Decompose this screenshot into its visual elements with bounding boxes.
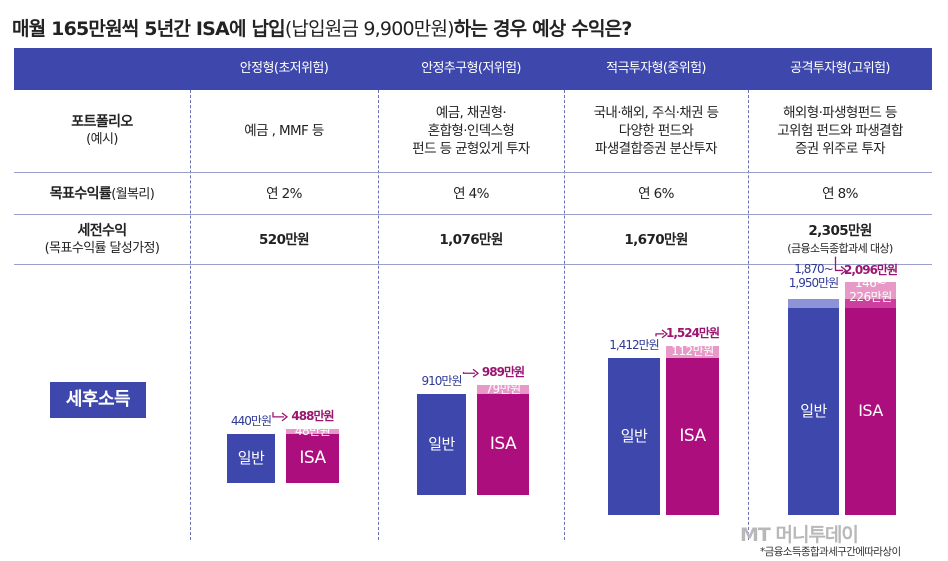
normal-bar [227, 434, 275, 483]
isa-range-bar [845, 298, 896, 308]
isa-bar [477, 394, 529, 495]
increase-arrow [834, 256, 843, 272]
isa-extra-bar [477, 385, 529, 395]
row-divider [14, 214, 932, 215]
isa-value-label: 989만원 [481, 365, 525, 380]
portfolio-line: 예금 , MMF 등 [244, 123, 324, 139]
target-sub: (월복리) [111, 187, 155, 202]
normal-bar-label: 일반 [620, 427, 648, 446]
column-header-3: 적극투자형(중위험) [606, 61, 706, 76]
isa-extra-bar [845, 282, 896, 299]
portfolio-cell-2: 예금, 채권형· 혼합형·인덱스형 펀드 등 균형있게 투자 [378, 104, 564, 158]
portfolio-cell-3: 국내·해외, 주식·채권 등 다양한 펀드와 파생결합증권 분산투자 [564, 104, 748, 158]
portfolio-label: 포트폴리오 [71, 114, 133, 130]
isa-bar [845, 307, 896, 515]
portfolio-line: 파생결합증권 분산투자 [595, 141, 718, 157]
portfolio-line: 혼합형·인덱스형 [427, 123, 515, 139]
arrow-head-icon [840, 265, 848, 275]
normal-value-label: 440만원 [231, 414, 272, 429]
isa-extra-label: 48만원 [294, 423, 331, 438]
isa-bar-label: ISA [858, 401, 883, 421]
pretax-label: 세전수익 [77, 223, 127, 239]
isa-bar [286, 434, 339, 483]
isa-bar-label: ISA [679, 425, 706, 446]
pretax-cell-1: 520만원 [258, 232, 310, 248]
portfolio-cell-1: 예금 , MMF 등 [190, 122, 378, 140]
column-header-4: 공격투자형(고위험) [790, 61, 890, 76]
target-label: 목표수익률 [49, 186, 112, 202]
isa-bar-label: ISA [489, 433, 517, 454]
portfolio-sub: (예시) [86, 132, 118, 147]
target-cell-1: 연 2% [266, 186, 302, 202]
title-part1: 매월 165만원씩 5년간 ISA에 납입 [12, 18, 286, 40]
row-divider [14, 172, 932, 173]
pretax-cell-4: 2,305만원 (금융소득종합과세 대상) [748, 222, 932, 258]
footnote: *금융소득종합과세구간에따라상이 [760, 546, 901, 558]
column-divider [378, 90, 379, 540]
normal-bar-label: 일반 [237, 448, 265, 467]
arrow-head-icon [281, 412, 289, 422]
increase-arrow [655, 333, 664, 337]
portfolio-line: 펀드 등 균형있게 투자 [412, 141, 530, 157]
watermark-logo: MT 머니투데이 [740, 524, 859, 546]
normal-bar [608, 358, 660, 515]
row-label-target: 목표수익률(월복리) [14, 185, 190, 204]
normal-range-bar [788, 298, 839, 308]
column-header-1: 안정형(초저위험) [239, 61, 329, 76]
target-cell-2: 연 4% [453, 186, 489, 202]
isa-bar [666, 358, 719, 515]
pretax-note-4: (금융소득종합과세 대상) [787, 242, 893, 255]
portfolio-line: 예금, 채권형· [435, 105, 507, 121]
portfolio-cell-4: 해외형·파생형펀드 등 고위험 펀드와 파생결합 증권 위주로 투자 [748, 104, 932, 158]
isa-extra-label: 112만원 [671, 344, 714, 359]
arrow-head-icon [472, 368, 480, 378]
increase-arrow [272, 412, 284, 418]
normal-bar-label: 일반 [428, 434, 455, 453]
portfolio-line: 증권 위주로 투자 [794, 141, 886, 157]
normal-value-label: 1,870~ 1,950만원 [788, 261, 839, 290]
pretax-cell-2: 1,076만원 [439, 232, 503, 248]
isa-extra-label: 146~ 226만원 [849, 275, 892, 304]
title-part2: (납입원금 9,900만원) [284, 18, 455, 40]
column-header-2: 안정추구형(저위험) [421, 61, 521, 76]
row-label-pretax: 세전수익 (목표수익률 달성가정) [14, 222, 190, 258]
column-divider [748, 90, 749, 540]
pretax-value-4: 2,305만원 [808, 223, 872, 239]
normal-bar [417, 394, 466, 495]
pretax-cell-3: 1,670만원 [624, 232, 688, 248]
column-divider [190, 90, 191, 540]
portfolio-line: 고위험 펀드와 파생결합 [777, 123, 903, 139]
isa-value-label: 1,524만원 [665, 326, 720, 340]
isa-extra-label: 79만원 [485, 381, 521, 396]
arrow-head-icon [661, 329, 669, 339]
portfolio-line: 다양한 펀드와 [618, 123, 694, 139]
target-cell-4: 연 8% [822, 186, 858, 202]
row-divider [14, 264, 932, 265]
isa-bar-label: ISA [299, 447, 326, 468]
pretax-sub: (목표수익률 달성가정) [44, 241, 160, 256]
portfolio-line: 해외형·파생형펀드 등 [783, 105, 897, 121]
isa-extra-bar [666, 345, 719, 359]
isa-value-label: 2,096만원 [843, 262, 898, 277]
normal-value-label: 1,412만원 [609, 338, 659, 353]
increase-arrow [462, 372, 475, 374]
portfolio-line: 국내·해외, 주식·채권 등 [593, 105, 719, 121]
isa-extra-bar [286, 428, 339, 435]
header-band [14, 48, 932, 90]
column-divider [564, 90, 565, 540]
normal-bar-label: 일반 [800, 401, 827, 420]
row-label-portfolio: 포트폴리오 (예시) [14, 113, 190, 149]
target-cell-3: 연 6% [638, 186, 674, 202]
page-title: 매월 165만원씩 5년간 ISA에 납입(납입원금 9,900만원)하는 경우… [12, 14, 632, 41]
isa-value-label: 488만원 [291, 408, 334, 423]
normal-bar [788, 307, 839, 515]
after-tax-badge: 세후소득 [50, 382, 146, 418]
title-part3: 하는 경우 예상 수익은? [453, 18, 633, 40]
normal-value-label: 910만원 [421, 374, 463, 389]
